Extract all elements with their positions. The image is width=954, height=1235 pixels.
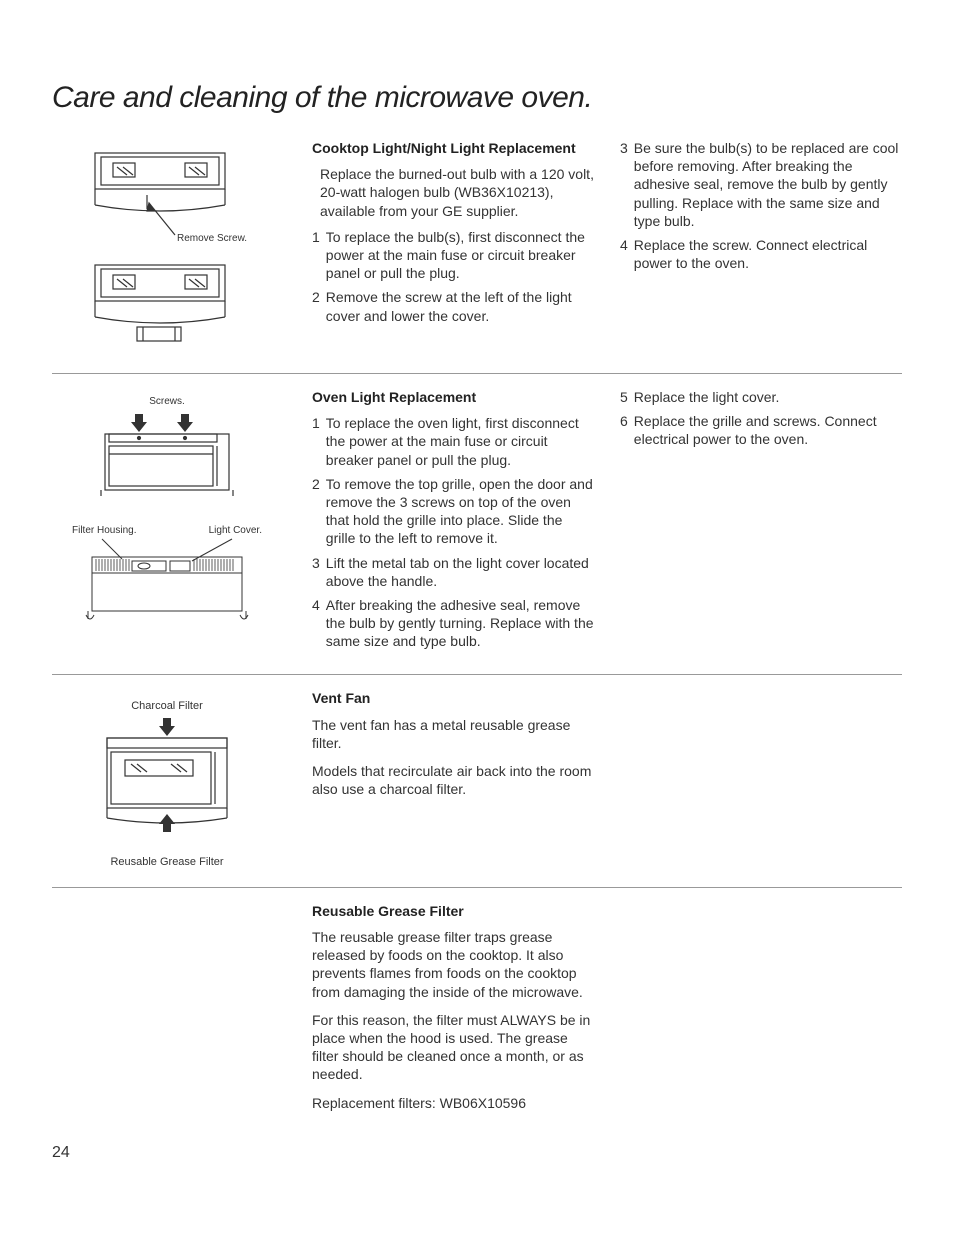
grease-filter-label: Reusable Grease Filter — [87, 855, 247, 869]
step-text: Be sure the bulb(s) to be replaced are c… — [634, 139, 902, 230]
page-title: Care and cleaning of the microwave oven. — [52, 78, 902, 117]
illustration-oven-light: Screws. Filter Housing. Light Cover. — [52, 388, 282, 656]
step-text: Replace the grille and screws. Connect e… — [634, 412, 902, 448]
intro-text: Replace the burned-out bulb with a 120 v… — [312, 165, 594, 220]
step-text: Replace the screw. Connect electrical po… — [634, 236, 902, 272]
section-vent-fan: Charcoal Filter — [52, 689, 902, 887]
col-left: Cooktop Light/Night Light Replacement Re… — [312, 139, 594, 355]
col-right — [620, 689, 902, 868]
col-left: Reusable Grease Filter The reusable grea… — [312, 902, 594, 1122]
paragraph: Models that recirculate air back into th… — [312, 762, 594, 798]
step-text: Lift the metal tab on the light cover lo… — [326, 554, 594, 590]
col-right: 3Be sure the bulb(s) to be replaced are … — [620, 139, 902, 355]
illustration-cooktop: Remove Screw. — [52, 139, 282, 355]
step-text: Replace the light cover. — [634, 388, 780, 406]
paragraph: For this reason, the filter must ALWAYS … — [312, 1011, 594, 1084]
paragraph: Replacement filters: WB06X10596 — [312, 1094, 594, 1112]
remove-screw-label: Remove Screw. — [177, 233, 247, 244]
step-text: Remove the screw at the left of the ligh… — [326, 288, 594, 324]
section-cooktop-light: Remove Screw. Cookto — [52, 139, 902, 374]
step-text: To replace the bulb(s), first disconnect… — [326, 228, 594, 283]
section-grease-filter: Reusable Grease Filter The reusable grea… — [52, 902, 902, 1140]
charcoal-filter-label: Charcoal Filter — [87, 699, 247, 713]
section-oven-light: Screws. Filter Housing. Light Cover. — [52, 388, 902, 675]
step-text: To remove the top grille, open the door … — [326, 475, 594, 548]
subheading: Reusable Grease Filter — [312, 902, 594, 920]
step-text: To replace the oven light, first disconn… — [326, 414, 594, 469]
microwave-top-diagram — [72, 537, 262, 627]
paragraph: The vent fan has a metal reusable grease… — [312, 716, 594, 752]
subheading: Cooktop Light/Night Light Replacement — [312, 139, 594, 157]
col-right: 5Replace the light cover. 6Replace the g… — [620, 388, 902, 656]
step-text: After breaking the adhesive seal, remove… — [326, 596, 594, 651]
col-left: Oven Light Replacement 1To replace the o… — [312, 388, 594, 656]
illustration-empty — [52, 902, 282, 1122]
filter-housing-label: Filter Housing. — [72, 524, 136, 537]
microwave-underside-diagram: Remove Screw. — [77, 145, 257, 355]
paragraph: The reusable grease filter traps grease … — [312, 928, 594, 1001]
illustration-vent-fan: Charcoal Filter — [52, 689, 282, 868]
subheading: Oven Light Replacement — [312, 388, 594, 406]
microwave-screws-diagram: Screws. — [87, 394, 247, 504]
screws-label: Screws. — [149, 396, 185, 407]
col-right — [620, 902, 902, 1122]
light-cover-label: Light Cover. — [209, 524, 262, 537]
subheading: Vent Fan — [312, 689, 594, 707]
microwave-filters-diagram — [87, 714, 247, 844]
col-left: Vent Fan The vent fan has a metal reusab… — [312, 689, 594, 868]
page-number: 24 — [52, 1143, 70, 1164]
